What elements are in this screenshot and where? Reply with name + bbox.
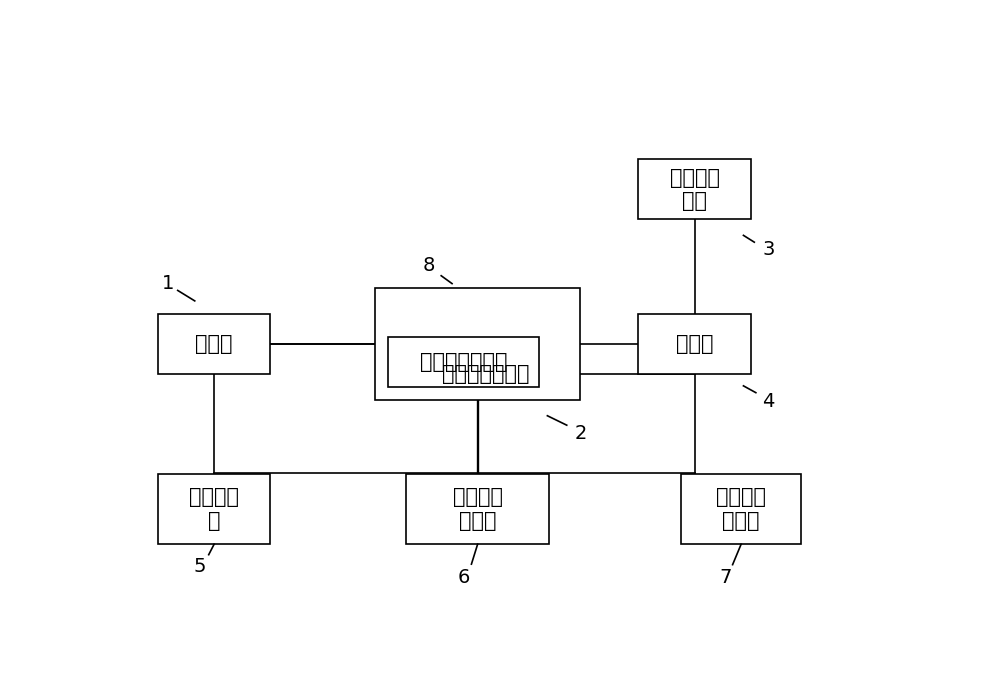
Text: 反应堆保
护系统: 反应堆保 护系统: [453, 488, 503, 530]
Bar: [406, 474, 549, 545]
Text: 阀门调试
装置: 阀门调试 装置: [670, 168, 720, 211]
Text: 3: 3: [762, 240, 774, 259]
Bar: [388, 337, 539, 387]
Text: 5: 5: [194, 557, 206, 575]
Bar: [158, 474, 270, 545]
Text: 4: 4: [762, 392, 774, 411]
Bar: [638, 159, 751, 219]
Bar: [638, 314, 751, 374]
Text: 发电机保
护系统: 发电机保 护系统: [716, 488, 766, 530]
Text: 主汽阀: 主汽阀: [676, 334, 713, 354]
Text: 8: 8: [423, 256, 435, 274]
Text: 2: 2: [575, 424, 587, 443]
Text: 汽轮机保护系统: 汽轮机保护系统: [420, 352, 507, 373]
Text: 仿真机: 仿真机: [195, 334, 233, 354]
Text: 7: 7: [719, 568, 732, 587]
Text: 汽轮机控制系统: 汽轮机控制系统: [442, 364, 529, 384]
Bar: [681, 474, 801, 545]
Text: 常规岛系
统: 常规岛系 统: [189, 488, 239, 530]
Bar: [158, 314, 270, 374]
Bar: [375, 287, 580, 400]
Text: 1: 1: [161, 274, 174, 293]
Text: 6: 6: [457, 568, 470, 587]
